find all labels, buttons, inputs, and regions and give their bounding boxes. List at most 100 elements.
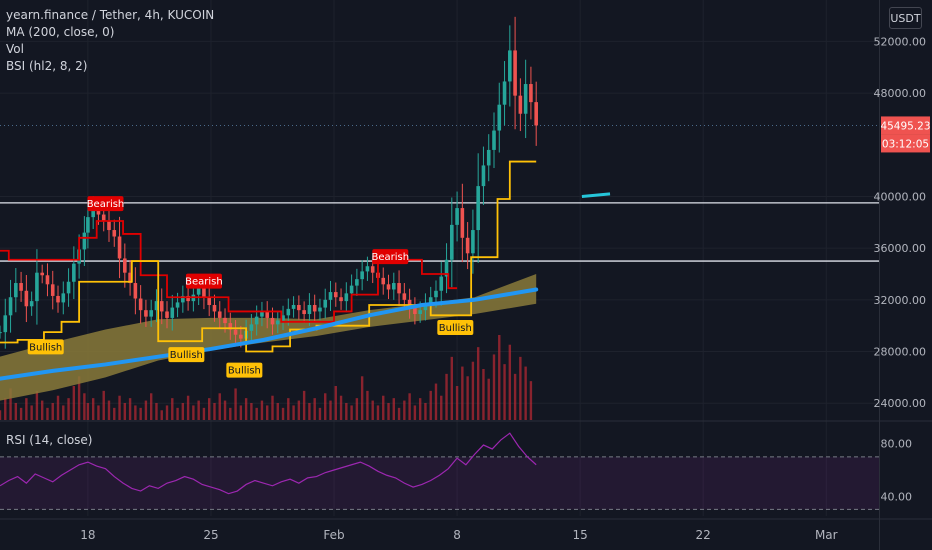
volume-bar (387, 403, 390, 420)
volume-bar (67, 398, 70, 420)
candle-body (170, 307, 175, 318)
candle-body (212, 304, 217, 312)
signal-label-box (168, 347, 205, 363)
volume-bar (208, 398, 211, 420)
price-tick-label: 36000.00 (874, 242, 927, 255)
candle-body (128, 272, 132, 284)
ma-legend[interactable]: MA (200, close, 0) (6, 25, 115, 39)
volume-bar (513, 373, 517, 420)
volume-bar (371, 400, 374, 420)
candle-body (413, 307, 417, 315)
projection-marker (581, 192, 611, 198)
volume-bar (302, 390, 306, 420)
price-tick-label: 24000.00 (874, 397, 927, 410)
volume-bar (498, 335, 501, 420)
volume-bar (102, 390, 105, 420)
volume-bar (466, 376, 469, 420)
volume-bar (113, 407, 116, 420)
candle-body (14, 283, 18, 298)
candle-body (217, 311, 222, 318)
volume-bar (503, 364, 506, 420)
price-axis[interactable]: 24000.00 28000.00 32000.00 36000.00 40000.00… (874, 35, 927, 503)
time-axis[interactable]: 18 25 Feb 8 15 22 Mar (80, 528, 837, 542)
candle-body (29, 301, 34, 307)
volume-bar (471, 361, 475, 420)
volume-bar (213, 403, 216, 420)
volume-bar (186, 395, 190, 420)
signal-label-box (226, 362, 263, 378)
volume-bar (25, 398, 28, 420)
candle-body (3, 315, 8, 333)
volume-bar (476, 347, 480, 420)
volume-bar (14, 403, 18, 420)
volume-bar (83, 393, 86, 420)
bsi-legend[interactable]: BSI (hl2, 8, 2) (6, 59, 88, 73)
last-price-text: 45495.23 (880, 120, 930, 132)
candle-body (471, 230, 475, 254)
time-tick-label: Mar (815, 528, 838, 542)
candle-body (260, 311, 264, 317)
candle-body (196, 288, 201, 295)
candle-body (281, 315, 285, 321)
volume-bar (176, 407, 179, 420)
candle-body (286, 308, 291, 316)
volume-bar (229, 407, 232, 420)
candle-body (223, 317, 227, 324)
volume-bar (218, 393, 221, 420)
volume-bar (97, 405, 100, 420)
signal-label: Bearish (87, 199, 125, 210)
candle-body (66, 281, 71, 294)
candle-body (481, 165, 486, 187)
volume-bar (434, 383, 438, 420)
volume-bar (155, 403, 158, 420)
symbol-title[interactable]: yearn.finance / Tether, 4h, KUCOIN (6, 8, 215, 22)
candle-body (529, 84, 533, 103)
signal-label-box (372, 249, 409, 265)
candle-body (40, 272, 44, 276)
volume-bar (171, 398, 174, 420)
candle-body (159, 301, 164, 312)
volume-bar (118, 395, 121, 420)
candle-body (328, 292, 333, 300)
candle-body (355, 279, 359, 286)
candle-body (370, 266, 375, 273)
volume-bar (450, 356, 454, 420)
candle-body (302, 310, 306, 315)
volume-bar (56, 395, 60, 420)
candle-body (8, 297, 13, 316)
candle-body (239, 334, 243, 339)
volume-bar (107, 400, 111, 420)
volume-bars (0, 335, 533, 420)
candle-body (428, 297, 433, 304)
volume-bar (239, 405, 243, 420)
candle-body (45, 275, 50, 285)
candle-body (112, 230, 117, 237)
volume-bar (418, 398, 422, 420)
time-tick-label: Feb (323, 528, 344, 542)
volume-bar (30, 405, 33, 420)
time-tick-label: 25 (203, 528, 218, 542)
volume-bar (192, 405, 195, 420)
signal-label: Bullish (228, 366, 261, 377)
candle-body (381, 277, 386, 285)
rsi-legend[interactable]: RSI (14, close) (6, 433, 93, 447)
volume-bar (519, 356, 522, 420)
last-price-badge (881, 116, 930, 135)
candle-body (35, 272, 39, 302)
currency-button[interactable]: USDT (889, 7, 922, 29)
rsi-tick-label: 40.00 (881, 490, 913, 503)
signal-label-box (87, 196, 124, 212)
candle-body (397, 283, 401, 294)
volume-bar (318, 407, 322, 420)
candle-body (133, 283, 138, 299)
volume-bar (40, 400, 44, 420)
volume-bar (202, 407, 206, 420)
volume-bar (51, 403, 54, 420)
vol-legend[interactable]: Vol (6, 42, 24, 56)
rsi-line (0, 432, 537, 495)
candle-body (402, 293, 407, 300)
candle-body (365, 266, 370, 272)
candle-body (465, 237, 470, 254)
